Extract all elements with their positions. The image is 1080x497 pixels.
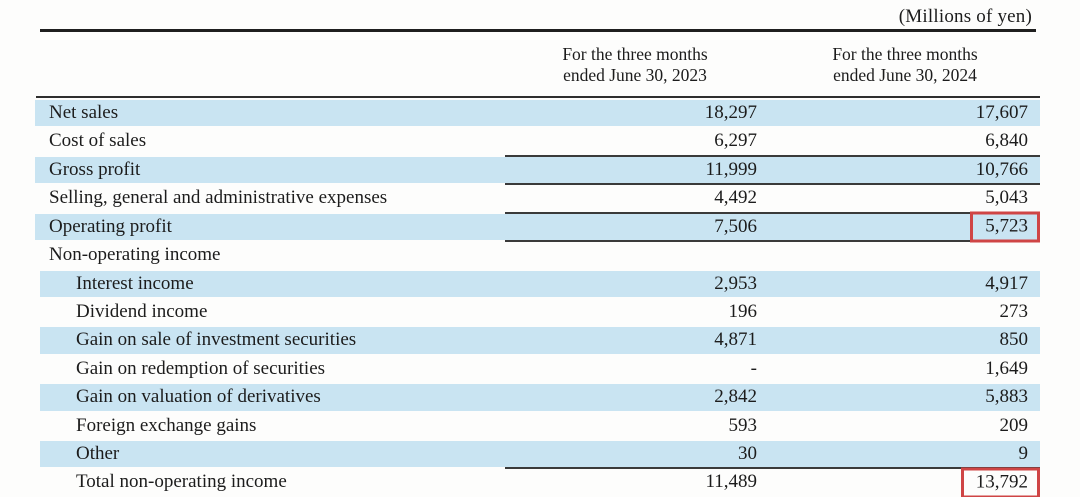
value-2024-highlighted: 13,792 — [960, 467, 1040, 497]
income-statement-table: Net sales 18,297 17,607 Cost of sales 6,297 6… — [0, 99, 1080, 497]
table-row: Cost of sales 6,297 6,840 — [0, 127, 1080, 155]
units-note: (Millions of yen) — [898, 6, 1032, 27]
value-2023: 2,842 — [714, 386, 757, 408]
value-2024: 6,840 — [985, 130, 1028, 152]
value-2023: - — [750, 357, 757, 379]
table-row: Gross profit 11,999 10,766 — [0, 154, 1080, 186]
row-label: Foreign exchange gains — [76, 414, 257, 436]
table-row: Gain on sale of investment securities 4,8… — [0, 326, 1080, 354]
column-header-2023: For the three months ended June 30, 2023 — [525, 44, 745, 86]
table-row: Selling, general and administrative expe… — [0, 184, 1080, 212]
row-label: Other — [76, 443, 120, 465]
row-label: Net sales — [49, 102, 119, 123]
row-label: Gain on valuation of derivatives — [76, 386, 321, 408]
value-2024: 850 — [999, 329, 1029, 351]
row-shade — [40, 441, 1040, 468]
row-label: Dividend income — [76, 300, 208, 322]
table-row: Interest income 2,953 4,917 — [0, 270, 1080, 298]
table-row: Total non-operating income 11,489 13,792 — [0, 467, 1080, 497]
value-2023: 593 — [728, 414, 758, 436]
value-2024: 273 — [999, 300, 1029, 322]
table-row: Non-operating income — [0, 241, 1080, 269]
value-2023: 4,871 — [714, 329, 757, 351]
value-2023: 6,297 — [714, 130, 757, 152]
value-2023: 11,489 — [705, 471, 757, 493]
subtotal-rule-top — [505, 154, 1040, 157]
header-rule — [36, 96, 1040, 98]
row-label: Gross profit — [49, 158, 141, 180]
row-label: Total non-operating income — [76, 471, 287, 493]
value-2023: 30 — [738, 443, 757, 465]
row-label: Cost of sales — [49, 130, 147, 152]
value-2023: 11,999 — [705, 158, 757, 180]
row-shade — [35, 213, 1040, 241]
column-header-2023-line2: ended June 30, 2023 — [563, 65, 707, 85]
subtotal-rule-bottom — [505, 183, 1040, 186]
table-row: Gain on valuation of derivatives 2,842 5,8… — [0, 383, 1080, 411]
value-2024: 5,883 — [985, 386, 1028, 408]
value-2023: 7,506 — [714, 215, 757, 237]
value-2024-highlighted: 5,723 — [970, 211, 1040, 243]
row-label: Operating profit — [49, 215, 172, 237]
column-header-2024: For the three months ended June 30, 2024 — [795, 44, 1015, 86]
value-2023: 196 — [728, 300, 758, 322]
column-header-2023-line1: For the three months — [562, 44, 708, 64]
table-row: Gain on redemption of securities - 1,649 — [0, 355, 1080, 383]
row-shade — [35, 156, 1040, 184]
value-2024: 9 — [1018, 443, 1029, 465]
value-2024: 17,607 — [975, 102, 1028, 123]
row-label: Gain on redemption of securities — [76, 357, 326, 379]
column-header-2024-line1: For the three months — [832, 44, 978, 64]
table-row: Other 30 9 — [0, 440, 1080, 468]
table-row: Foreign exchange gains 593 209 — [0, 412, 1080, 440]
top-rule — [40, 29, 1036, 32]
value-2024: 4,917 — [985, 272, 1028, 294]
value-2024: 1,649 — [985, 357, 1028, 379]
row-shade — [40, 270, 1040, 297]
table-row: Operating profit 7,506 5,723 — [0, 211, 1080, 243]
column-header-2024-line2: ended June 30, 2024 — [833, 65, 977, 85]
value-2023: 18,297 — [704, 102, 757, 123]
row-shade — [40, 384, 1040, 411]
subtotal-rule-bottom — [505, 240, 1040, 243]
value-2023: 2,953 — [714, 272, 757, 294]
row-shade — [35, 100, 1040, 127]
row-label: Non-operating income — [49, 244, 221, 266]
table-row: Net sales 18,297 17,607 — [0, 99, 1080, 127]
value-2023: 4,492 — [714, 187, 757, 209]
value-2024: 209 — [999, 414, 1029, 436]
row-label: Selling, general and administrative expe… — [49, 187, 388, 209]
subtotal-rule-top — [505, 211, 1040, 214]
row-shade — [40, 327, 1040, 354]
table-row: Dividend income 196 273 — [0, 298, 1080, 326]
subtotal-rule-top — [505, 467, 1040, 470]
row-label: Interest income — [76, 272, 194, 294]
row-label: Gain on sale of investment securities — [76, 329, 357, 351]
value-2024: 5,043 — [985, 187, 1028, 209]
value-2024: 10,766 — [975, 158, 1028, 180]
